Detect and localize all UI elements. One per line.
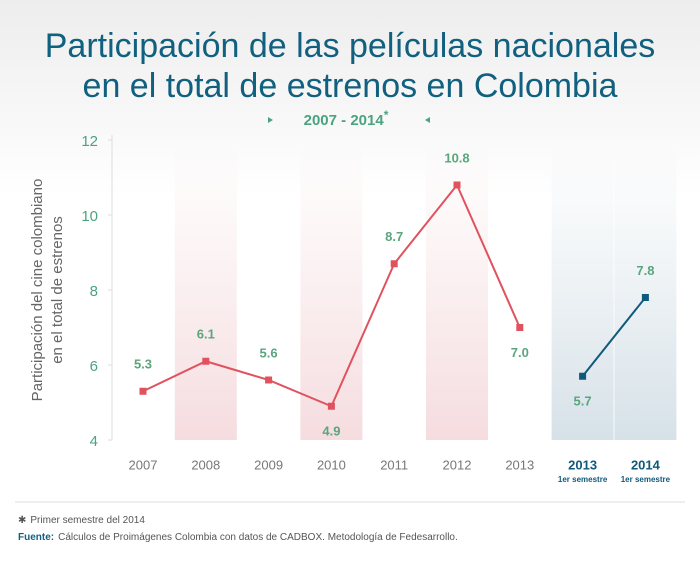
y-tick-label: 12	[81, 133, 98, 150]
x-tick-sublabel: 1er semestre	[621, 475, 671, 484]
y-tick-label: 10	[81, 208, 98, 225]
data-label: 7.0	[511, 345, 529, 360]
data-point	[579, 372, 587, 380]
y-axis-label: Participación del cine colombiano	[29, 179, 46, 402]
x-tick-sublabel: 1er semestre	[558, 475, 608, 484]
x-tick-label: 2008	[191, 457, 220, 472]
x-tick-label: 2012	[443, 457, 472, 472]
data-label: 5.7	[574, 394, 592, 409]
shade-band	[614, 140, 677, 440]
data-label: 7.8	[636, 263, 654, 278]
subtitle: 2007 - 2014*	[304, 108, 389, 129]
data-point	[202, 357, 210, 365]
data-point	[390, 260, 398, 268]
data-label: 6.1	[197, 327, 215, 342]
source: Fuente: Cálculos de Proimágenes Colombia …	[18, 532, 458, 543]
shade-band	[551, 140, 614, 440]
data-label: 10.8	[444, 150, 469, 165]
y-tick-label: 8	[90, 283, 98, 300]
y-tick-label: 6	[90, 358, 98, 375]
x-tick-label: 2010	[317, 457, 346, 472]
x-tick-label: 2014	[631, 457, 661, 472]
data-label: 5.6	[260, 345, 278, 360]
data-label: 8.7	[385, 229, 403, 244]
source-text: Cálculos de Proimágenes Colombia con dat…	[58, 532, 458, 543]
subtitle-text: 2007 - 2014	[304, 112, 385, 129]
data-label: 4.9	[322, 424, 340, 439]
chart-title: Participación de las películas nacionale…	[45, 27, 655, 65]
decor	[425, 117, 430, 123]
chart-title: en el total de estrenos en Colombia	[83, 67, 618, 105]
y-tick-label: 4	[90, 433, 98, 450]
data-point	[641, 294, 649, 301]
shade-band	[300, 140, 363, 440]
note: Primer semestre del 2014	[30, 515, 145, 526]
subtitle-marker: *	[384, 108, 389, 122]
y-axis-label: en el total de estrenos	[49, 216, 66, 364]
shade-band	[426, 140, 488, 440]
x-tick-label: 2011	[380, 457, 408, 472]
footnote: ✱ Primer semestre del 2014	[18, 515, 145, 526]
shade-band	[174, 140, 237, 440]
decor	[268, 117, 273, 123]
series-line	[581, 296, 647, 377]
data-point	[453, 181, 461, 189]
data-label: 5.3	[134, 357, 152, 372]
data-point	[139, 387, 147, 395]
x-tick-label: 2013	[505, 457, 534, 472]
source-label: Fuente:	[18, 532, 54, 543]
data-point	[516, 324, 524, 331]
data-point	[265, 376, 273, 384]
data-point	[327, 402, 335, 410]
x-tick-label: 2013	[568, 457, 597, 472]
note-marker: ✱	[18, 515, 26, 526]
x-tick-label: 2009	[254, 457, 283, 472]
x-tick-label: 2007	[129, 457, 158, 472]
